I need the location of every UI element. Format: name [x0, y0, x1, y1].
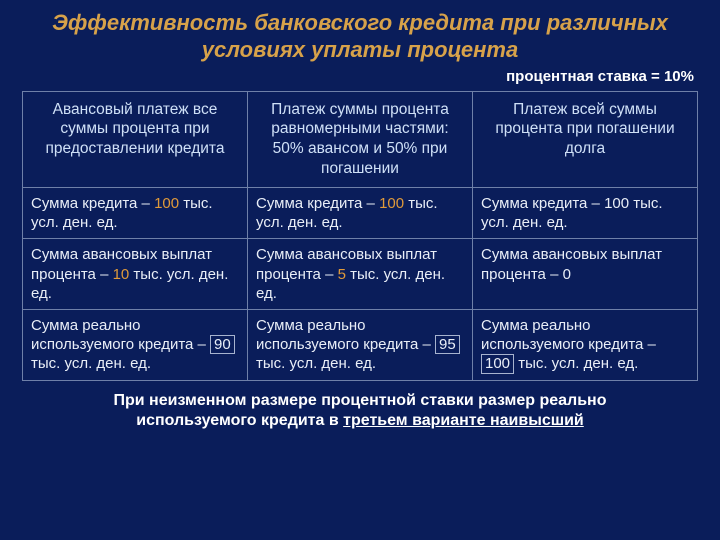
- slide-title: Эффективность банковского кредита при ра…: [22, 10, 698, 64]
- cell-prefix: Сумма реально используемого кредита –: [481, 317, 656, 353]
- slide-footer: При неизменном размере процентной ставки…: [22, 391, 698, 433]
- table-header-cell: Платеж всей суммы процента при погашении…: [473, 91, 698, 187]
- table-cell: Сумма авансовых выплат процента – 10 тыс…: [23, 239, 248, 310]
- table-body: Сумма кредита – 100 тыс. усл. ден. ед.Су…: [23, 187, 698, 380]
- footer-line-2-prefix: используемого кредита в: [136, 412, 343, 429]
- footer-line-2-underlined: третьем варианте наивысший: [343, 412, 584, 429]
- table-row: Сумма кредита – 100 тыс. усл. ден. ед.Су…: [23, 187, 698, 238]
- table-cell: Сумма реально используемого кредита – 90…: [23, 309, 248, 380]
- cell-suffix: тыс. усл. ден. ед.: [514, 355, 638, 372]
- table-cell: Сумма реально используемого кредита – 95…: [248, 309, 473, 380]
- footer-line-1: При неизменном размере процентной ставки…: [114, 392, 607, 409]
- table-cell: Сумма кредита – 100 тыс. усл. ден. ед.: [23, 187, 248, 238]
- cell-value: 100: [154, 195, 179, 212]
- table-cell: Сумма реально используемого кредита – 10…: [473, 309, 698, 380]
- cell-prefix: Сумма кредита –: [256, 195, 379, 212]
- cell-prefix: Сумма авансовых выплат процента – 0: [481, 246, 662, 282]
- cell-value: 95: [435, 335, 460, 354]
- cell-suffix: тыс. усл. ден. ед.: [31, 355, 151, 372]
- table-header-cell: Платеж суммы процента равномерными частя…: [248, 91, 473, 187]
- cell-value: 90: [210, 335, 235, 354]
- cell-value: 5: [338, 266, 346, 283]
- slide-subtitle: процентная ставка = 10%: [22, 68, 694, 85]
- cell-value: 10: [113, 266, 130, 283]
- table-row: Сумма авансовых выплат процента – 10 тыс…: [23, 239, 698, 310]
- table-header-row: Авансовый платеж все суммы процента при …: [23, 91, 698, 187]
- cell-value: 100: [481, 354, 514, 373]
- cell-prefix: Сумма реально используемого кредита –: [256, 317, 435, 353]
- table-cell: Сумма кредита – 100 тыс. усл. ден. ед.: [473, 187, 698, 238]
- table-row: Сумма реально используемого кредита – 90…: [23, 309, 698, 380]
- slide: Эффективность банковского кредита при ра…: [0, 0, 720, 540]
- table-header-cell: Авансовый платеж все суммы процента при …: [23, 91, 248, 187]
- cell-prefix: Сумма кредита –: [31, 195, 154, 212]
- cell-value: 100: [379, 195, 404, 212]
- comparison-table: Авансовый платеж все суммы процента при …: [22, 91, 698, 381]
- cell-prefix: Сумма кредита – 100 тыс. усл. ден. ед.: [481, 195, 663, 231]
- table-cell: Сумма кредита – 100 тыс. усл. ден. ед.: [248, 187, 473, 238]
- table-cell: Сумма авансовых выплат процента – 5 тыс.…: [248, 239, 473, 310]
- cell-suffix: тыс. усл. ден. ед.: [256, 355, 376, 372]
- table-cell: Сумма авансовых выплат процента – 0: [473, 239, 698, 310]
- cell-prefix: Сумма реально используемого кредита –: [31, 317, 210, 353]
